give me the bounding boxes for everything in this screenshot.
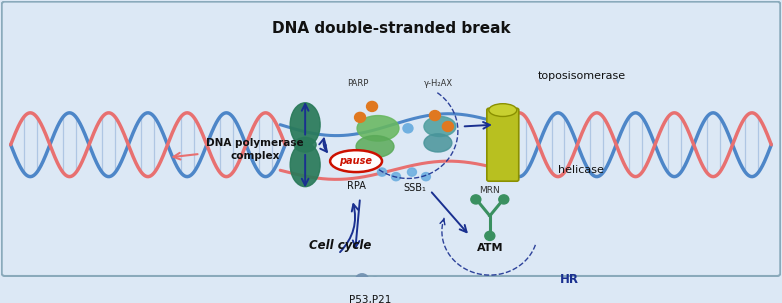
- Text: ATM: ATM: [476, 243, 503, 253]
- Ellipse shape: [378, 168, 386, 176]
- FancyBboxPatch shape: [2, 2, 780, 276]
- Text: helicase: helicase: [558, 165, 604, 175]
- Ellipse shape: [429, 111, 440, 121]
- Text: RPA: RPA: [346, 181, 365, 191]
- Ellipse shape: [421, 172, 430, 181]
- Ellipse shape: [403, 124, 413, 133]
- Text: MRN: MRN: [479, 186, 500, 195]
- Ellipse shape: [424, 134, 452, 152]
- Ellipse shape: [330, 150, 382, 172]
- Text: SSB₁: SSB₁: [404, 183, 426, 193]
- Ellipse shape: [356, 136, 394, 158]
- Ellipse shape: [290, 103, 320, 147]
- Ellipse shape: [471, 195, 481, 204]
- Text: P53,P21: P53,P21: [349, 295, 391, 303]
- Text: DNA polymerase
complex: DNA polymerase complex: [206, 138, 304, 161]
- Ellipse shape: [290, 143, 320, 187]
- Ellipse shape: [361, 286, 375, 298]
- Ellipse shape: [485, 231, 495, 241]
- Ellipse shape: [356, 274, 368, 285]
- Text: Cell cycle: Cell cycle: [309, 239, 371, 252]
- Ellipse shape: [489, 104, 517, 116]
- Ellipse shape: [357, 115, 399, 141]
- Text: γ-H₂AX: γ-H₂AX: [423, 79, 453, 88]
- Text: toposisomerase: toposisomerase: [537, 71, 626, 81]
- Ellipse shape: [294, 138, 316, 152]
- Ellipse shape: [392, 172, 400, 181]
- Ellipse shape: [354, 112, 365, 122]
- Text: HR: HR: [560, 273, 579, 286]
- Ellipse shape: [499, 195, 509, 204]
- Ellipse shape: [368, 277, 382, 289]
- Text: DNA double-stranded break: DNA double-stranded break: [271, 21, 511, 36]
- Text: PARP: PARP: [347, 79, 369, 88]
- Ellipse shape: [407, 168, 417, 176]
- FancyBboxPatch shape: [487, 108, 518, 181]
- Ellipse shape: [367, 102, 378, 112]
- Text: pause: pause: [339, 156, 372, 166]
- Ellipse shape: [443, 122, 454, 132]
- Ellipse shape: [424, 116, 456, 137]
